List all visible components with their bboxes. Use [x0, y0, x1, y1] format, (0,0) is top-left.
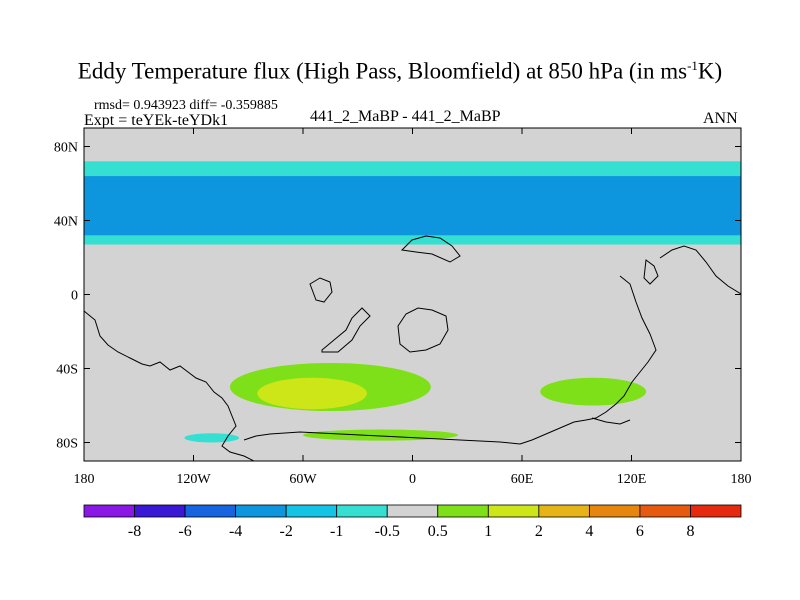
x-tick-label: 120E: [617, 472, 647, 487]
contour-region-3: [257, 377, 367, 410]
colorbar-box: [538, 504, 590, 518]
contour-region-6: [184, 433, 240, 443]
colorbar-box: [639, 504, 691, 518]
coastline-segment-4: [309, 277, 333, 303]
contour-field: [84, 128, 741, 461]
coastline-segment-0: [84, 310, 256, 461]
x-tick-label: 180: [731, 472, 752, 487]
colorbar-label: -6: [178, 523, 191, 540]
colorbar-label: 1: [484, 523, 492, 540]
coastline-segment-6: [659, 245, 741, 295]
rmsd-diff-label: rmsd= 0.943923 diff= -0.359885: [94, 98, 278, 113]
contour-region-5: [540, 377, 647, 406]
colorbar-label: -1: [330, 523, 343, 540]
coastline-segment-7: [643, 259, 659, 285]
axes: 180 120W 60W 0 60E 120E 180 80N 40N 0 40S 80S: [54, 128, 752, 487]
colorbar-box: [487, 504, 540, 518]
colorbar-box: [437, 504, 489, 518]
x-tick-label: 60W: [289, 472, 317, 487]
case-label: 441_2_MaBP - 441_2_MaBP: [310, 108, 501, 125]
y-tick-label: 0: [71, 289, 78, 304]
chart-title-end: K): [697, 58, 723, 84]
colorbar-label: -8: [128, 523, 141, 540]
colorbar-box: [588, 504, 641, 518]
y-tick-label: 80S: [56, 437, 78, 452]
experiment-label: Expt = teYEk-teYDk1: [84, 112, 229, 129]
x-tick-label: 180: [74, 472, 95, 487]
colorbar-box: [235, 504, 287, 518]
coastline-segment-8: [243, 431, 521, 445]
colorbar-label: -2: [279, 523, 292, 540]
x-tick-label: 0: [409, 472, 416, 487]
colorbar-box: [83, 504, 135, 518]
colorbar-box: [285, 504, 338, 518]
colorbar-label: 2: [535, 523, 543, 540]
colorbar-label: -0.5: [375, 523, 400, 540]
colorbar-box: [134, 504, 186, 518]
colorbar-label: 6: [636, 523, 644, 540]
chart-title-text: Eddy Temperature flux (High Pass, Bloomf…: [77, 58, 688, 84]
y-tick-label: 40S: [56, 363, 78, 378]
season-label: ANN: [703, 110, 738, 127]
colorbar-box: [336, 504, 388, 518]
colorbar-box: [386, 504, 439, 518]
chart-title: Eddy Temperature flux (High Pass, Bloomf…: [0, 58, 800, 85]
y-tick-label: 40N: [54, 215, 78, 230]
colorbar-label: -4: [229, 523, 242, 540]
chart-title-superscript: -1: [687, 58, 698, 73]
coastline-segment-5: [519, 275, 657, 445]
coastline-segment-2: [397, 307, 449, 353]
colorbar-box: [690, 504, 742, 518]
coastline-segment-1: [321, 307, 371, 353]
y-tick-label: 80N: [54, 141, 78, 156]
contour-region-1: [84, 176, 741, 236]
colorbar-label: 0.5: [428, 523, 448, 540]
colorbar-label: 4: [585, 523, 593, 540]
coastline: [84, 235, 741, 461]
colorbar: -8 -6 -4 -2 -1 -0.5 0.5 1 2 4 6 8: [83, 504, 742, 540]
coastline-segment-9: [591, 417, 631, 425]
coastline-segment-3: [400, 235, 461, 263]
colorbar-label: 8: [686, 523, 694, 540]
x-tick-label: 60E: [511, 472, 534, 487]
colorbar-box: [184, 504, 237, 518]
x-tick-label: 120W: [176, 472, 211, 487]
